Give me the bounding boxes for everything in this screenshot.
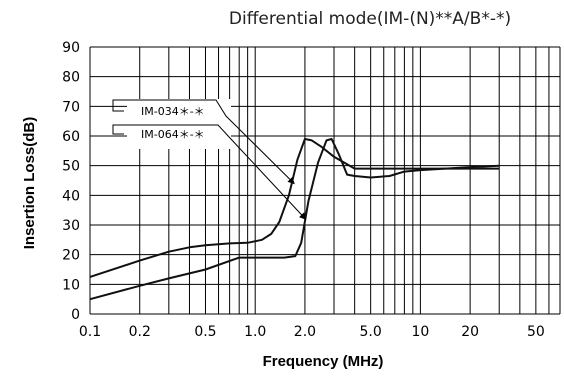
y-axis-label: Insertion Loss(dB) (21, 117, 38, 250)
y-tick-label-3: 30 (62, 218, 80, 234)
series-layer (89, 138, 500, 301)
y-tick-label-7: 70 (62, 99, 80, 115)
legend-leader-1 (112, 124, 307, 220)
legend-box (127, 99, 231, 149)
chart-title: Differential mode(IM-(N)**A/B*-*) (229, 9, 511, 29)
legend-entry-0: IM-034＊-＊ (141, 105, 205, 118)
x-tick-label-8: 50 (527, 324, 545, 340)
chart-grid (89, 46, 561, 315)
x-tick-label-3: 1.0 (244, 324, 266, 340)
y-tick-label-1: 10 (62, 277, 80, 293)
y-axis-ticks: 0 10 20 30 40 50 60 70 80 90 (62, 40, 80, 323)
x-tick-label-7: 20 (461, 324, 479, 340)
x-tick-label-1: 0.2 (129, 324, 151, 340)
x-axis-ticks: 0.1 0.2 0.5 1.0 2.0 5.0 10 20 50 (79, 324, 545, 340)
x-tick-label-0: 0.1 (79, 324, 101, 340)
y-tick-label-6: 60 (62, 129, 80, 145)
x-tick-label-5: 5.0 (360, 324, 382, 340)
y-tick-label-8: 80 (62, 70, 80, 86)
x-tick-label-6: 10 (411, 324, 429, 340)
y-tick-label-0: 0 (71, 307, 80, 323)
series-line-1 (89, 138, 500, 301)
y-tick-label-5: 50 (62, 159, 80, 175)
x-tick-label-2: 0.5 (194, 324, 216, 340)
y-tick-label-9: 90 (62, 40, 80, 56)
x-tick-label-4: 2.0 (294, 324, 316, 340)
y-tick-label-2: 20 (62, 248, 80, 264)
y-tick-label-4: 40 (62, 188, 80, 204)
legend-entry-1: IM-064＊-＊ (141, 128, 205, 141)
legend: IM-034＊-＊ IM-064＊-＊ (112, 99, 307, 220)
x-axis-label: Frequency (MHz) (263, 353, 384, 370)
legend-leader-0 (112, 99, 295, 185)
